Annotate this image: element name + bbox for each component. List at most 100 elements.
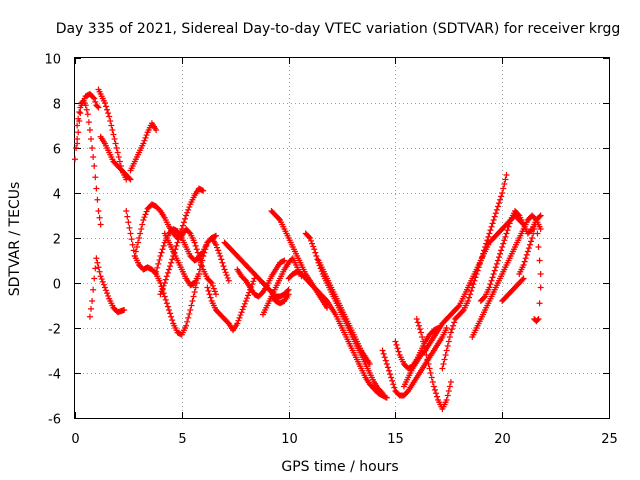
data-point <box>490 217 497 223</box>
data-point <box>209 282 216 289</box>
data-point <box>216 250 223 257</box>
data-point <box>162 296 169 303</box>
data-point <box>500 240 507 247</box>
data-point <box>190 293 197 300</box>
data-point <box>89 298 96 304</box>
data-point <box>73 145 80 151</box>
data-point <box>191 239 198 246</box>
data-point <box>445 338 452 345</box>
data-point <box>158 249 165 256</box>
data-point <box>91 163 98 169</box>
data-point <box>91 275 98 282</box>
data-point <box>91 95 98 102</box>
y-tick-label: -2 <box>48 323 61 338</box>
plot-frame <box>74 57 610 419</box>
series-track-m <box>204 275 258 334</box>
data-point <box>204 284 211 291</box>
data-point <box>385 367 392 374</box>
data-point <box>219 259 226 266</box>
data-point <box>83 106 90 113</box>
data-point <box>217 253 224 259</box>
data-point <box>84 111 91 118</box>
series-track-l <box>161 230 219 289</box>
data-point <box>184 318 191 325</box>
data-point <box>165 307 172 313</box>
data-point <box>378 389 385 396</box>
data-point <box>164 269 171 276</box>
data-point <box>211 288 218 295</box>
series-track-g <box>86 255 128 320</box>
data-point <box>157 291 164 298</box>
data-point <box>497 250 504 257</box>
data-point <box>235 317 242 324</box>
data-point <box>426 365 433 372</box>
data-point <box>220 263 227 270</box>
data-point <box>383 394 390 401</box>
data-point <box>174 239 181 246</box>
data-point <box>470 281 477 288</box>
data-point <box>135 239 142 246</box>
data-point <box>74 136 81 142</box>
data-point <box>90 94 97 101</box>
data-point <box>129 241 136 248</box>
series-track-aa <box>452 212 527 313</box>
data-point <box>490 271 497 277</box>
data-point <box>196 266 203 273</box>
y-tick-label: -6 <box>48 413 61 428</box>
data-point <box>164 303 171 310</box>
data-point <box>124 213 131 220</box>
data-point <box>108 122 115 129</box>
data-point <box>524 248 531 255</box>
data-point <box>275 215 282 222</box>
data-point <box>308 237 315 244</box>
data-point <box>93 255 100 262</box>
data-point <box>132 248 139 255</box>
data-point <box>99 278 106 285</box>
x-axis-label: GPS time / hours <box>281 459 398 475</box>
data-point <box>383 361 390 367</box>
data-point <box>200 187 207 194</box>
data-point <box>515 211 522 218</box>
data-point <box>96 214 103 221</box>
data-point <box>447 379 454 385</box>
y-tick-label: 2 <box>53 233 61 248</box>
data-point <box>520 275 527 282</box>
data-point <box>142 134 149 141</box>
data-point <box>492 264 499 271</box>
data-point <box>95 208 102 214</box>
data-point <box>92 174 99 181</box>
data-point <box>121 307 128 313</box>
data-point <box>519 276 526 283</box>
data-point <box>192 242 199 249</box>
data-point <box>104 290 111 297</box>
data-point <box>157 253 164 259</box>
data-point <box>442 352 449 358</box>
data-point <box>486 230 493 237</box>
series-track-ad <box>516 217 544 277</box>
data-point <box>416 326 423 333</box>
data-point <box>455 303 462 310</box>
y-tick-label: 8 <box>53 98 61 113</box>
data-point <box>485 233 492 240</box>
data-point <box>200 253 207 259</box>
data-point <box>503 172 510 178</box>
data-point <box>140 140 147 147</box>
data-point <box>86 127 93 133</box>
data-point <box>154 264 161 271</box>
data-point <box>240 303 247 310</box>
data-point <box>133 244 140 250</box>
data-point <box>488 277 495 284</box>
data-point <box>444 343 451 349</box>
data-point <box>500 185 507 192</box>
data-point <box>90 286 97 293</box>
data-point <box>88 136 95 142</box>
data-point <box>528 227 535 234</box>
x-tick-label: 20 <box>494 432 511 447</box>
series-track-ac <box>477 208 544 304</box>
data-point <box>537 226 544 232</box>
data-point <box>137 230 144 237</box>
data-point <box>162 276 169 283</box>
data-point <box>168 313 175 320</box>
data-point <box>380 350 387 357</box>
grid-lines <box>75 58 609 418</box>
